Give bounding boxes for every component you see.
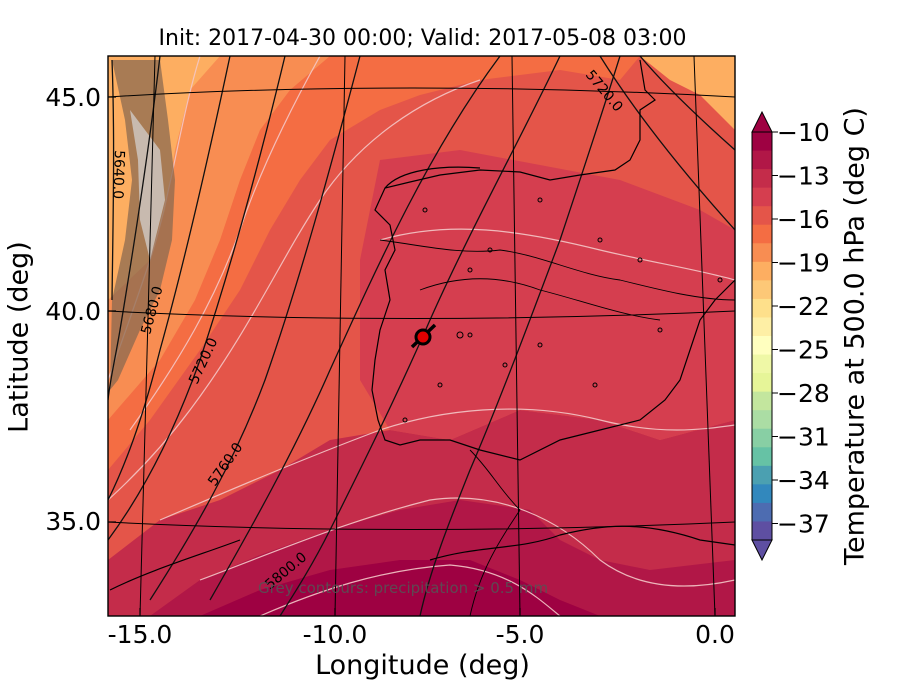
x-tick-labels: -15.0 -10.0 -5.0 0.0 <box>108 620 735 649</box>
colorbar-segment <box>752 373 772 393</box>
coastlines <box>109 59 735 616</box>
colorbar-segment <box>752 410 772 430</box>
temperature-band-iberia <box>360 150 735 440</box>
x-tick-label: -10.0 <box>303 620 368 649</box>
height-contours <box>108 56 735 616</box>
colorbar-tick-label: −31 <box>777 423 830 452</box>
colorbar-segment <box>752 224 772 244</box>
colorbar-segment <box>752 391 772 411</box>
colorbar-segment <box>752 502 772 523</box>
colorbar-tick-label: −37 <box>777 510 830 539</box>
colorbar-tick-label: −22 <box>777 292 830 321</box>
temperature-band-ne <box>640 56 735 130</box>
colorbar-label: Temperature at 500.0 hPa (deg C) <box>839 107 871 565</box>
plot-title: Init: 2017-04-30 00:00; Valid: 2017-05-0… <box>158 26 687 51</box>
temperature-band-10 <box>200 560 600 616</box>
colorbar-segment <box>752 354 772 374</box>
colorbar-tick-labels: −10 −13 −16 −19 −22 −25 −28 −31 −34 −37 <box>777 118 830 539</box>
colorbar-tick-label: −28 <box>777 379 830 408</box>
x-tick-label: -15.0 <box>108 620 173 649</box>
colorbar-frame <box>751 131 773 541</box>
location-marker <box>410 323 437 349</box>
y-axis-label: Latitude (deg) <box>3 241 35 433</box>
y-tick-label: 40.0 <box>45 297 101 326</box>
precipitation-note: Grey contours: precipitation > 0.5 mm <box>258 579 548 597</box>
map-plot-area: 5640.0 5680.0 5720.0 5760.0 5800.0 5720.… <box>108 56 735 616</box>
colorbar-segment <box>752 132 772 152</box>
x-axis-label: Longitude (deg) <box>315 650 530 681</box>
y-tick-labels: 45.0 40.0 35.0 <box>45 83 101 536</box>
colorbar-tick-label: −19 <box>777 249 830 278</box>
colorbar-segment <box>752 484 772 504</box>
x-tick-marks <box>139 608 716 616</box>
islands <box>402 197 723 423</box>
contour-label: 5640.0 <box>109 150 127 200</box>
colorbar-segment <box>752 187 772 207</box>
colorbar-extend-top <box>751 110 773 133</box>
colorbar-segment <box>752 280 772 300</box>
colorbar-tick-label: −34 <box>777 466 830 495</box>
precipitation-area-light <box>130 110 165 260</box>
colorbar-segment <box>752 465 772 485</box>
colorbar-segment <box>752 261 772 281</box>
colorbar-tick-label: −10 <box>777 118 830 147</box>
colorbar-segment <box>752 243 772 263</box>
colorbar-segment <box>752 317 772 337</box>
colorbar-segment <box>752 447 772 467</box>
plot-frame <box>107 55 736 617</box>
colorbar-extend-bottom <box>751 539 773 562</box>
colorbar-tick-label: −25 <box>777 336 830 365</box>
y-tick-marks <box>108 96 116 523</box>
x-tick-label: 0.0 <box>695 620 735 649</box>
colorbar-segment <box>752 336 772 356</box>
x-tick-label: -5.0 <box>496 620 545 649</box>
colorbar-segment <box>752 150 772 170</box>
y-tick-label: 35.0 <box>45 507 101 536</box>
colorbar-segment <box>752 521 772 541</box>
colorbar-tick-label: −13 <box>777 162 830 191</box>
colorbar-tick-label: −16 <box>777 205 830 234</box>
graticule <box>108 56 735 616</box>
y-tick-label: 45.0 <box>45 83 101 112</box>
colorbar-segment <box>752 298 772 319</box>
colorbar <box>751 110 778 562</box>
colorbar-segment <box>752 428 772 448</box>
colorbar-segment <box>752 206 772 226</box>
colorbar-segment <box>752 169 772 189</box>
